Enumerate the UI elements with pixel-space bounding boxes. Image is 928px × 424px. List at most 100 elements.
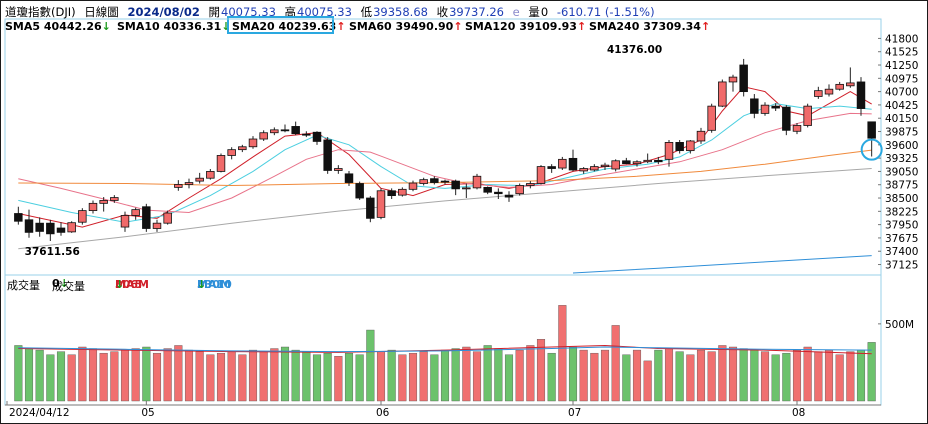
candle-body [686,140,695,152]
volume-bar [835,354,844,402]
y-tick-label: 40425 [885,100,918,112]
candle [344,170,354,186]
open-value: 40075.33 [221,5,276,19]
candle [24,209,34,238]
candle [824,84,834,97]
candle-body [600,164,610,167]
candle [398,187,407,197]
volume-bar [259,351,268,402]
volume-bar [216,352,226,402]
ma5-arrow: ↓ [115,278,125,291]
candle [174,180,183,191]
y-tick-label: 39050 [885,166,918,178]
candle-body [632,161,642,165]
volume-bar [35,349,44,402]
sma20-arrow: ↑ [336,20,346,33]
candle [270,127,279,136]
candle-body [835,83,844,90]
volume-bar [46,354,55,402]
sma120-value: 39109.93 [519,20,577,33]
candle-body [622,160,631,165]
candle [686,139,695,154]
close-label: 收 [436,5,449,19]
sma20-legend: SMA20 40239.63↑ [232,20,346,33]
candle-body [387,190,396,197]
volume-bar [536,339,546,402]
candle [568,149,578,172]
sma20-highlight-box [227,16,334,34]
volume-bar [696,349,706,402]
volume-bar [579,349,588,402]
volume-bar [227,351,236,402]
candle [750,94,759,119]
volume-bar [24,348,34,402]
candle-body [35,222,44,232]
candle [451,179,460,196]
candle-body [526,183,535,186]
candle-body [174,184,183,188]
sma240-label: SMA240 [589,20,640,33]
x-tick-label: 07 [568,407,581,419]
candle-body [440,180,450,183]
index-name: 道瓊指數(DJI) [5,5,76,19]
quote-header: 道瓊指數(DJI) 日線圖 2024/08/02 開40075.33 高4007… [5,4,885,20]
sma20-label: SMA20 [232,20,275,33]
candle-body [483,186,492,193]
volume-bar [707,351,716,402]
price-panel-border [4,18,882,276]
candle-body [856,81,866,109]
volume-bar [643,360,652,402]
candle-body [782,106,791,131]
sma240-line [572,255,872,274]
candle [99,197,108,212]
candle-body [152,222,162,229]
candle [152,219,162,232]
volume-bar [270,348,279,402]
candle [67,221,76,233]
x-tick-label: 06 [376,407,390,419]
volume-bar [302,351,311,402]
y-tick-label: 37950 [885,220,918,232]
volume-bar [14,345,23,402]
volume-bar [558,305,567,402]
candle [547,164,556,173]
volume-label: 量 [528,5,540,19]
volume-bar [728,346,738,402]
candle [120,211,130,232]
candle [248,136,258,149]
candle [782,105,791,136]
y-tick-label: 41800 [885,33,918,45]
candle [110,195,119,203]
open-label: 開 [208,5,221,19]
candle-body [259,132,268,140]
volume-bar [184,349,194,402]
volume-bar [654,349,663,402]
volume-bar [408,352,418,402]
candle [718,79,727,108]
candle [408,180,418,192]
y-tick-label: 40975 [885,73,918,85]
volume-bar [600,349,610,402]
volume-panel-title: 成交量 [7,279,40,292]
volume-bar [440,349,450,402]
candle [814,86,823,99]
candle-body [664,142,674,160]
candle [163,210,172,225]
candle [696,127,706,144]
candle-body [163,212,172,224]
y-tick-label: 41250 [885,60,918,72]
candle [846,67,855,88]
volume-bar [547,352,556,402]
volume-bar [771,354,780,402]
volume-bar [494,348,503,402]
candle [728,74,738,92]
quote-date: 2024/08/02 [127,5,200,19]
sma120-line [18,168,872,250]
candle-body [110,197,119,201]
candle-body [206,171,215,179]
candle-body [494,191,503,195]
candle-body [291,126,300,135]
volume-bar [152,352,162,402]
volume-bar [206,354,215,402]
